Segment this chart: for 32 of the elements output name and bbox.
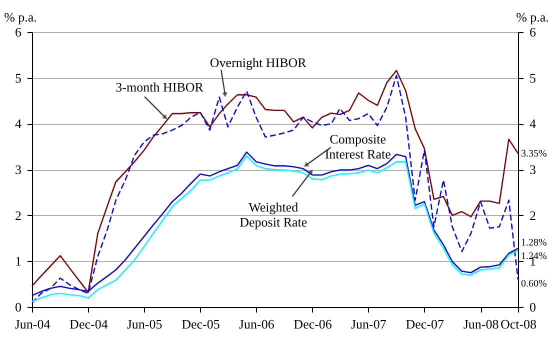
data-label: 1.28% — [521, 237, 547, 248]
y-tick-label: 2 — [15, 208, 22, 223]
y2-axis-title: % p.a. — [516, 10, 549, 24]
x-tick-label: Jun-05 — [126, 316, 162, 332]
y-tick-label: 1 — [15, 254, 22, 269]
data-label: 3.35% — [521, 148, 547, 160]
y2-tick-label: 5 — [530, 70, 536, 86]
x-tick-label: Oct-08 — [500, 316, 537, 332]
x-tick-label: Jun-06 — [238, 316, 275, 332]
y-tick-label: 5 — [15, 70, 22, 86]
data-label: 0.60% — [521, 278, 547, 290]
annotation: Overnight HIBOR — [210, 54, 307, 70]
x-tick-label: Jun-04 — [14, 316, 51, 332]
x-tick-label: Dec-05 — [182, 316, 220, 332]
x-tick-label: Dec-06 — [294, 316, 332, 332]
y-tick-label: 3 — [15, 162, 22, 177]
y-tick-label: 0 — [15, 300, 22, 314]
y-tick-label: 4 — [15, 116, 22, 132]
y-axis-title: % p.a. — [4, 10, 37, 24]
x-tick-label: Dec-07 — [406, 316, 444, 332]
y-tick-label: 6 — [15, 24, 22, 40]
y2-tick-label: 4 — [530, 116, 536, 132]
annotation: 3-month HIBOR — [116, 80, 204, 95]
y2-tick-label: 3 — [530, 162, 536, 177]
x-tick-label: Dec-04 — [70, 316, 108, 332]
x-tick-label: Jun-07 — [350, 316, 387, 332]
annotation: Composite Interest Rate — [324, 131, 392, 162]
y2-tick-label: 6 — [530, 24, 536, 40]
annotation: Weighted Deposit Rate — [240, 199, 308, 230]
x-tick-label: Jun-08 — [463, 316, 499, 332]
y2-tick-label: 2 — [530, 208, 536, 223]
y2-tick-label: 0 — [530, 300, 536, 314]
